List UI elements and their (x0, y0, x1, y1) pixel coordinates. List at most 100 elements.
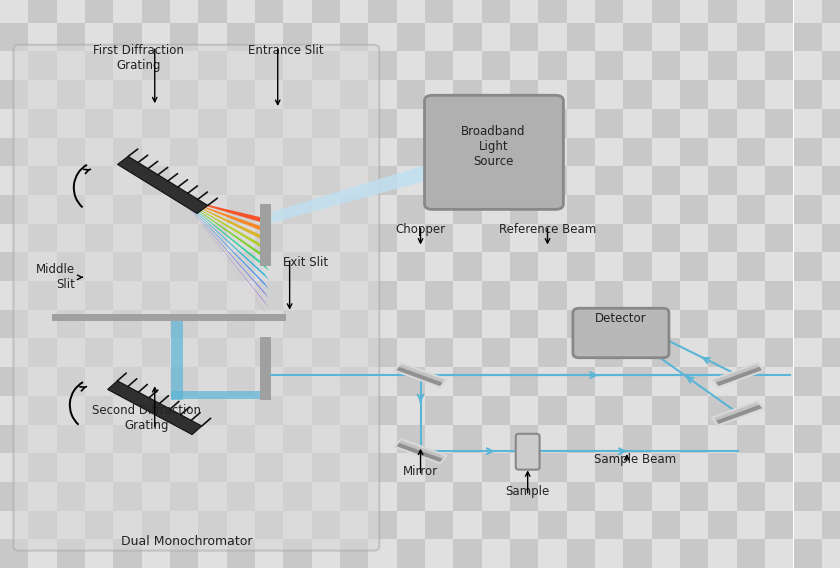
Bar (312, 511, 340, 539)
Bar (708, 539, 737, 568)
Bar (260, 204, 270, 266)
Bar (227, 396, 255, 424)
Bar (567, 23, 595, 52)
Bar (510, 23, 538, 52)
Bar (538, 166, 567, 195)
Bar (29, 195, 56, 224)
Bar (0, 23, 29, 52)
Bar (425, 252, 454, 281)
Bar (113, 453, 142, 482)
Bar (595, 482, 623, 511)
Bar (369, 195, 396, 224)
Bar (312, 339, 340, 367)
Bar (595, 166, 623, 195)
Bar (680, 281, 708, 310)
Bar (312, 367, 340, 396)
Bar (340, 310, 369, 339)
Bar (454, 310, 482, 339)
Bar (794, 453, 822, 482)
Bar (29, 23, 56, 52)
Bar (255, 0, 283, 23)
Bar (652, 137, 680, 166)
Bar (595, 424, 623, 453)
Bar (170, 195, 198, 224)
Bar (737, 109, 765, 137)
Bar (652, 511, 680, 539)
Bar (369, 252, 396, 281)
Bar (198, 367, 227, 396)
Bar (652, 367, 680, 396)
Bar (198, 339, 227, 367)
Bar (794, 109, 822, 137)
Bar (113, 195, 142, 224)
Bar (227, 310, 255, 339)
Bar (680, 539, 708, 568)
Bar (170, 453, 198, 482)
Bar (255, 109, 283, 137)
Bar (567, 281, 595, 310)
Bar (312, 166, 340, 195)
Bar (794, 367, 822, 396)
Bar (113, 0, 142, 23)
Bar (680, 23, 708, 52)
Bar (737, 195, 765, 224)
Bar (396, 310, 425, 339)
Bar (567, 424, 595, 453)
Bar (454, 339, 482, 367)
Bar (510, 166, 538, 195)
Bar (283, 23, 312, 52)
Bar (623, 137, 652, 166)
Polygon shape (181, 198, 269, 261)
Bar (737, 539, 765, 568)
Bar (595, 281, 623, 310)
Bar (396, 453, 425, 482)
Bar (0, 80, 29, 109)
Bar (822, 511, 840, 539)
Bar (680, 109, 708, 137)
Bar (708, 80, 737, 109)
Bar (340, 252, 369, 281)
Bar (0, 281, 29, 310)
Bar (198, 310, 227, 339)
Bar (283, 339, 312, 367)
Bar (765, 396, 794, 424)
Bar (708, 281, 737, 310)
Bar (822, 23, 840, 52)
Bar (652, 539, 680, 568)
Bar (198, 195, 227, 224)
Bar (538, 367, 567, 396)
Bar (312, 109, 340, 137)
Bar (680, 453, 708, 482)
Bar (29, 252, 56, 281)
Bar (680, 137, 708, 166)
Bar (227, 195, 255, 224)
Bar (396, 396, 425, 424)
Bar (623, 23, 652, 52)
Bar (255, 511, 283, 539)
Bar (283, 252, 312, 281)
Bar (765, 511, 794, 539)
Bar (822, 80, 840, 109)
Bar (794, 195, 822, 224)
Bar (312, 80, 340, 109)
Bar (652, 109, 680, 137)
Bar (794, 539, 822, 568)
Polygon shape (181, 198, 269, 317)
Bar (538, 23, 567, 52)
Bar (708, 339, 737, 367)
Bar (822, 310, 840, 339)
Bar (652, 281, 680, 310)
Bar (51, 314, 286, 321)
Bar (567, 310, 595, 339)
Text: Detector: Detector (595, 312, 646, 324)
Bar (680, 224, 708, 252)
Bar (29, 166, 56, 195)
Bar (708, 367, 737, 396)
Bar (680, 166, 708, 195)
Bar (142, 252, 170, 281)
Bar (538, 80, 567, 109)
Polygon shape (712, 363, 760, 383)
Bar (538, 252, 567, 281)
Bar (170, 137, 198, 166)
Bar (56, 539, 85, 568)
